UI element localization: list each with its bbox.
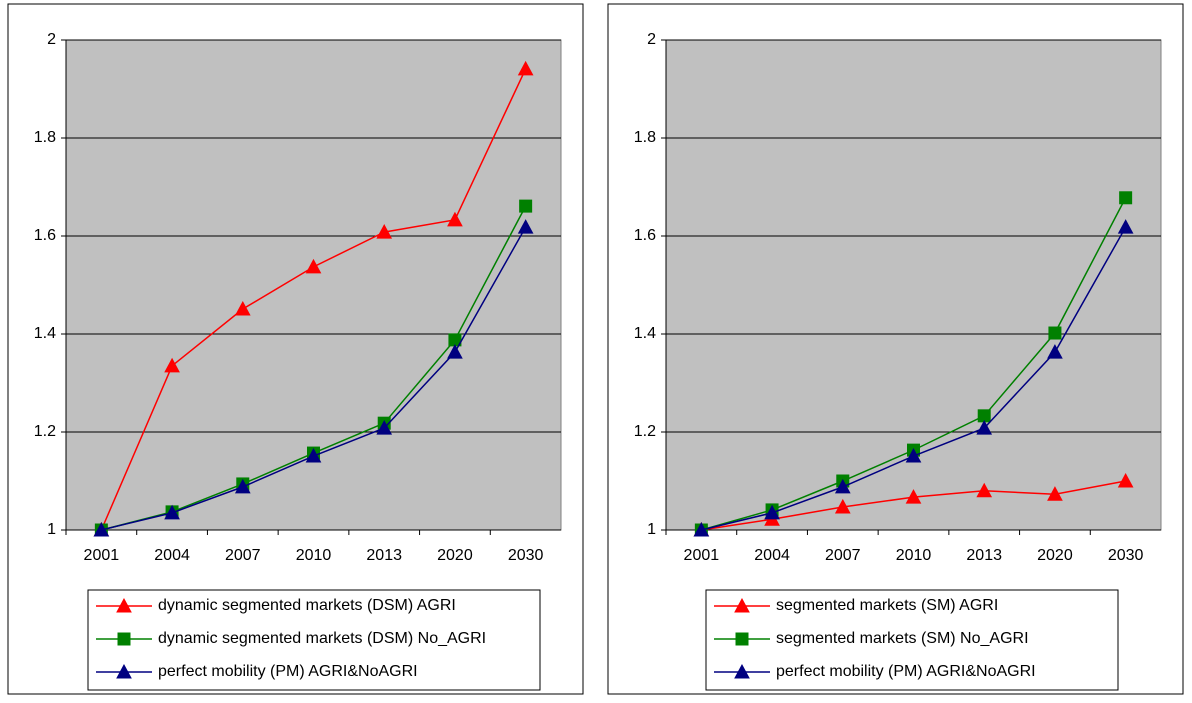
- y-tick-label: 1: [647, 521, 656, 538]
- legend-marker: [734, 597, 750, 613]
- x-tick-label: 2001: [84, 547, 120, 564]
- legend-marker: [116, 663, 132, 679]
- marker: [519, 199, 533, 213]
- marker: [834, 498, 851, 514]
- y-tick-label: 1.2: [634, 423, 656, 440]
- y-tick-label: 2: [47, 31, 56, 48]
- marker: [164, 504, 180, 520]
- y-tick-label: 1.8: [34, 129, 56, 146]
- marker: [376, 224, 393, 239]
- x-tick-label: 2020: [437, 547, 473, 564]
- y-tick-label: 1.8: [634, 129, 656, 146]
- x-tick-label: 2007: [225, 547, 261, 564]
- y-tick-label: 1.2: [34, 423, 56, 440]
- marker: [1119, 191, 1133, 205]
- x-tick-label: 2013: [366, 547, 402, 564]
- marker: [834, 478, 851, 494]
- y-tick-label: 1.6: [634, 227, 656, 244]
- y-tick-label: 2: [647, 31, 656, 48]
- marker: [1117, 219, 1134, 234]
- x-tick-label: 2007: [825, 547, 861, 564]
- legend-label: segmented markets (SM) AGRI: [776, 597, 998, 614]
- marker: [164, 357, 180, 373]
- marker: [764, 504, 780, 520]
- x-tick-label: 2030: [1108, 547, 1144, 564]
- legend-marker: [734, 663, 750, 679]
- legend-label: dynamic segmented markets (DSM) No_AGRI: [158, 630, 486, 647]
- marker: [905, 489, 922, 504]
- x-tick-label: 2001: [684, 547, 720, 564]
- chart: 1 1.2 1.4 1.6 1.8 2 2001 2004 2007 2010 2013 2020 20…: [7, 3, 584, 695]
- marker: [905, 447, 922, 463]
- legend-marker: [117, 632, 131, 646]
- marker: [517, 60, 534, 76]
- y-tick-label: 1.4: [34, 325, 56, 342]
- marker: [447, 344, 463, 359]
- y-tick-label: 1.4: [634, 325, 656, 342]
- marker: [93, 521, 110, 537]
- marker: [305, 447, 322, 463]
- y-tick-label: 1: [47, 521, 56, 538]
- x-tick-label: 2020: [1037, 547, 1073, 564]
- x-tick-label: 2010: [296, 547, 332, 564]
- marker: [305, 258, 322, 274]
- x-tick-label: 2013: [966, 547, 1002, 564]
- legend: [87, 589, 541, 691]
- marker: [234, 300, 251, 316]
- x-tick-label: 2030: [508, 547, 544, 564]
- marker: [517, 219, 534, 234]
- y-tick-label: 1.6: [34, 227, 56, 244]
- marker: [1117, 472, 1134, 488]
- marker: [976, 482, 993, 498]
- marker: [693, 521, 710, 537]
- marker: [447, 211, 463, 227]
- legend-label: perfect mobility (PM) AGRI&NoAGRI: [158, 663, 418, 680]
- marker: [376, 420, 393, 435]
- x-tick-label: 2004: [154, 547, 190, 564]
- legend-label: dynamic segmented markets (DSM) AGRI: [158, 597, 456, 614]
- legend-label: segmented markets (SM) No_AGRI: [776, 630, 1029, 647]
- legend-marker: [735, 632, 749, 646]
- x-tick-label: 2004: [754, 547, 790, 564]
- chart: 1 1.2 1.4 1.6 1.8 2 2001 2004 2007 2010 2013 2020 20…: [607, 3, 1184, 695]
- legend: [705, 589, 1119, 691]
- legend-label: perfect mobility (PM) AGRI&NoAGRI: [776, 663, 1036, 680]
- marker: [234, 478, 251, 494]
- legend-marker: [116, 597, 132, 613]
- marker: [976, 420, 993, 435]
- marker: [1047, 486, 1063, 501]
- x-tick-label: 2010: [896, 547, 932, 564]
- marker: [1048, 326, 1062, 340]
- marker: [1047, 344, 1063, 359]
